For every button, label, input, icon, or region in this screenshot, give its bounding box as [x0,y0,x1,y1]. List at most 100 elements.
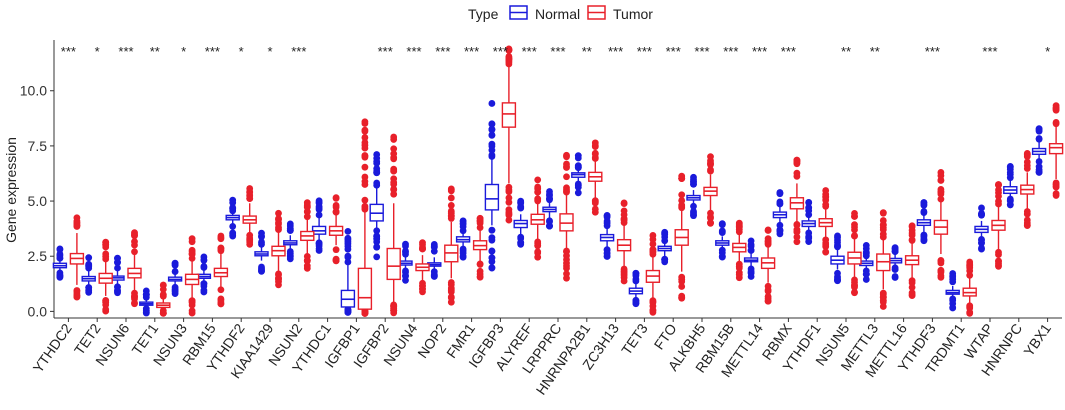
legend-label-normal: Normal [535,6,580,22]
outlier-point [344,308,352,316]
box-tumor-wtap [991,181,1006,270]
box-tumor-igfbp2 [386,133,401,317]
box-normal-nsun3 [167,259,183,297]
outlier-point [834,269,841,277]
box-tumor-mettl3 [876,209,891,310]
outlier-point [373,159,381,167]
outlier-point [419,285,426,293]
outlier-point [591,208,599,216]
outlier-point [793,228,801,236]
outlier-point [390,136,398,143]
outlier-point [361,205,369,213]
outlier-point [85,264,93,272]
box-tumor-rbmx [789,156,805,246]
outlier-point [764,297,772,305]
outlier-point [361,163,369,171]
significance-label: *** [205,44,220,59]
outlier-point [764,293,772,300]
outlier-point [332,194,340,201]
outlier-point [505,188,513,196]
box-normal-trdmt1 [945,270,960,312]
outlier-point [286,225,294,233]
outlier-point [402,269,409,276]
outlier-point [834,274,841,282]
outlier-point [476,270,484,278]
outlier-point [995,186,1002,194]
box-tumor-tet1 [156,281,171,317]
box-tumor-igfbp3 [501,45,517,224]
outlier-point [373,179,381,187]
outlier-point [978,210,985,218]
outlier-point [171,268,179,275]
outlier-point [678,197,686,204]
box-tumor-ythdf3 [933,169,949,281]
outlier-point [1006,201,1014,209]
outlier-point [603,212,611,219]
outlier-point [649,232,657,239]
outlier-point [966,262,974,270]
outlier-point [563,252,570,260]
significance-label: ** [582,44,592,59]
outlier-point [805,229,813,237]
outlier-point [937,176,945,184]
outlier-point [159,281,167,289]
outlier-point [1023,210,1031,218]
significance-label: *** [666,44,681,59]
outlier-point [114,264,121,272]
significance-label: *** [637,44,652,59]
significance-label: ** [150,44,160,59]
outlier-point [303,203,311,211]
y-tick-label: 0.0 [28,303,48,319]
outlier-point [188,298,196,306]
outlier-point [275,209,282,217]
outlier-point [217,235,225,243]
x-tick-label: YBX1 [1020,320,1054,359]
outlier-point [361,152,369,159]
box-tumor-nsun3 [184,235,200,317]
outlier-point [546,217,553,225]
outlier-point [1035,135,1043,143]
outlier-point [908,291,916,299]
outlier-point [390,154,398,162]
outlier-point [246,195,254,202]
outlier-point [102,253,110,261]
outlier-point [793,238,801,246]
outlier-point [891,245,899,252]
significance-label: *** [61,44,76,59]
outlier-point [735,271,743,279]
outlier-point [1023,165,1031,172]
outlier-point [620,200,628,207]
outlier-point [286,249,294,257]
outlier-point [966,308,974,316]
significance-label: ** [870,44,880,59]
significance-label: *** [781,44,796,59]
outlier-point [1052,183,1060,191]
outlier-point [246,238,254,246]
outlier-point [517,239,525,247]
outlier-point [776,226,784,234]
outlier-point [459,249,467,257]
significance-label: ** [841,44,851,59]
outlier-point [678,283,686,290]
outlier-point [131,299,138,307]
outlier-point [56,272,64,280]
outlier-point [390,190,398,198]
outlier-point [851,213,858,220]
outlier-point [1006,195,1014,203]
outlier-point [764,240,772,248]
outlier-point [390,180,398,188]
box-tumor-hnrnpa2b1 [588,139,603,216]
outlier-point [131,248,138,256]
box-normal-ythdf3 [916,199,932,245]
outlier-point [591,155,599,162]
outlier-point [447,209,455,217]
outlier-point [747,237,755,245]
outlier-point [344,227,352,235]
box-normal-rbm15 [196,253,212,296]
box-tumor-tet3 [645,232,661,316]
outlier-point [373,253,381,261]
outlier-point [678,175,686,182]
outlier-point [505,210,513,218]
outlier-point [505,194,513,202]
outlier-point [303,213,311,221]
